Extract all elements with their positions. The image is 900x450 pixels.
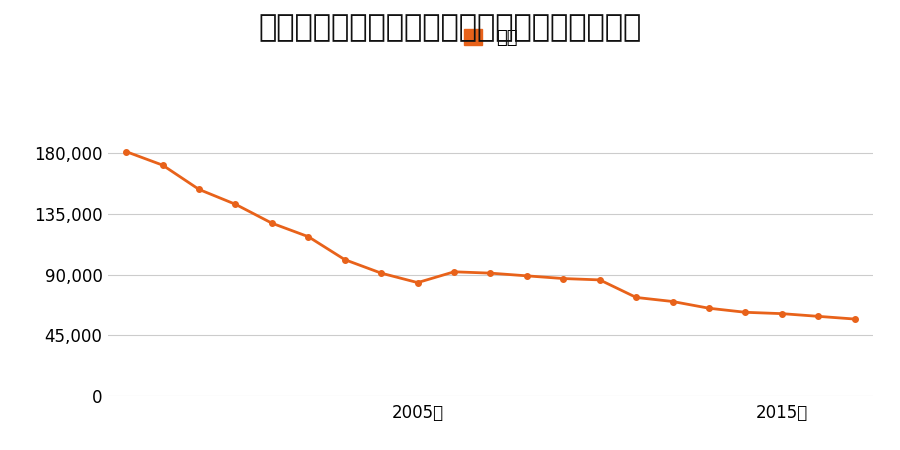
Text: 山梨県甲府市上石田１丁目２番６号の地価推移: 山梨県甲府市上石田１丁目２番６号の地価推移 — [258, 14, 642, 42]
Legend: 価格: 価格 — [456, 22, 525, 54]
